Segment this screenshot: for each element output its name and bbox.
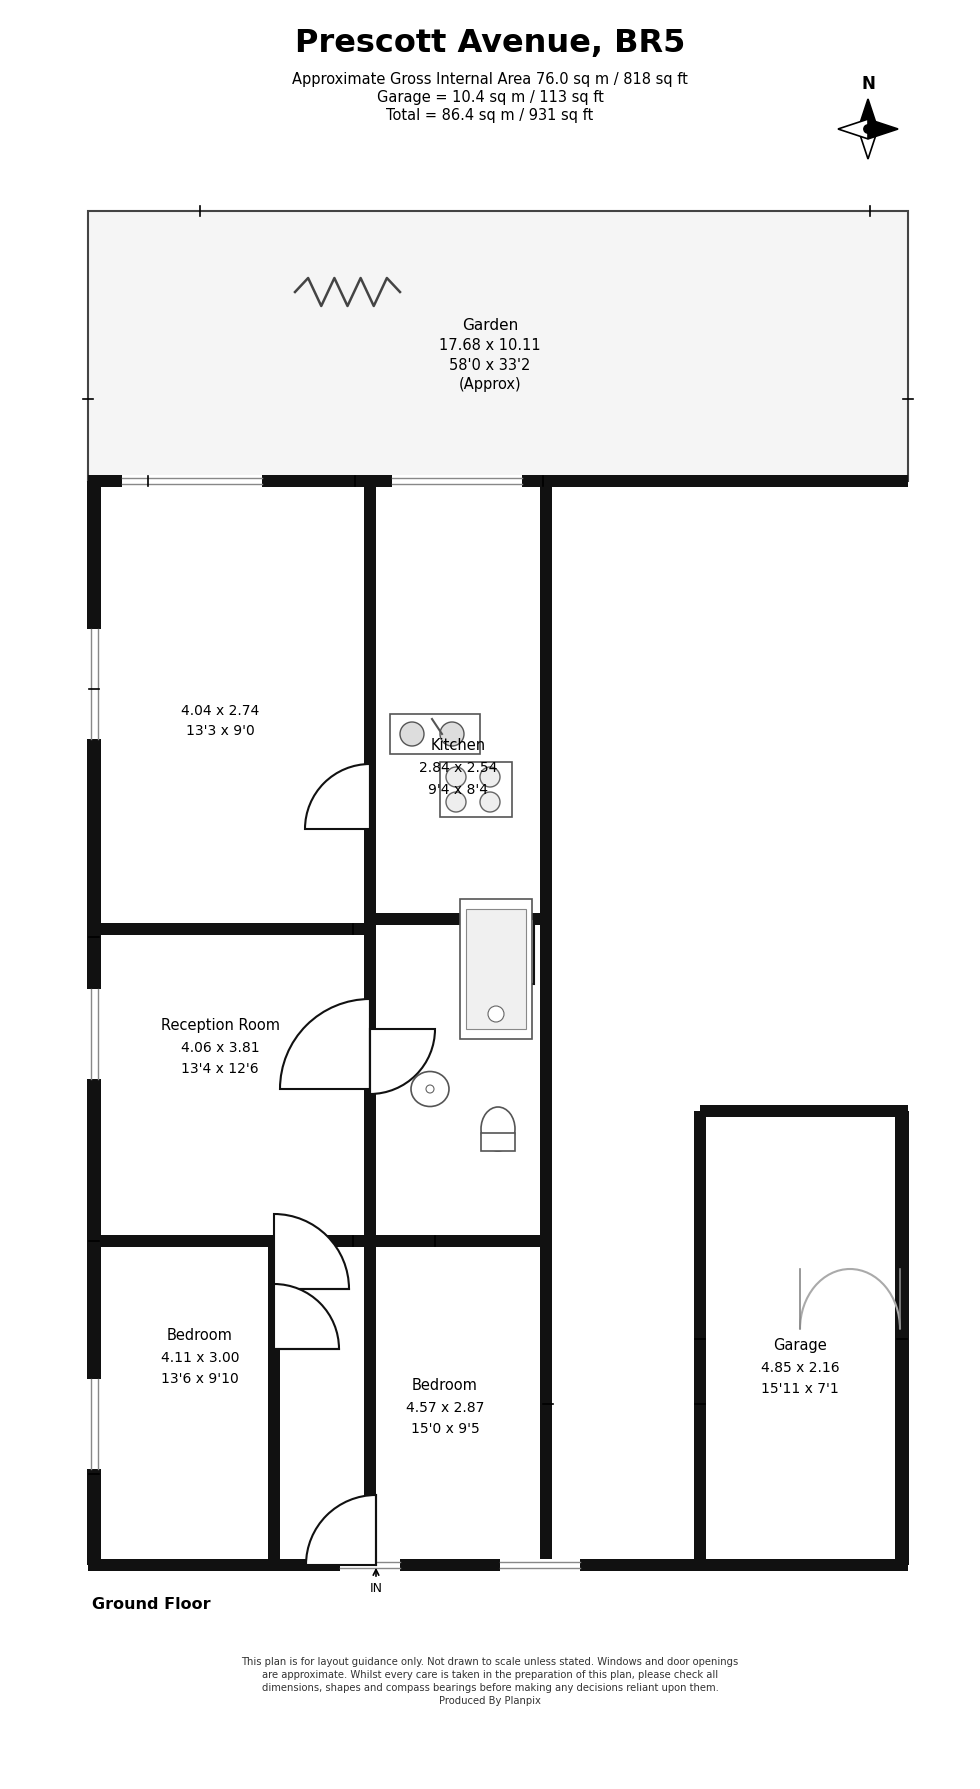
Text: 2.84 x 2.54: 2.84 x 2.54 <box>418 760 497 775</box>
Text: 4.11 x 3.00: 4.11 x 3.00 <box>161 1351 239 1365</box>
Bar <box>370 914 548 925</box>
Text: IN: IN <box>369 1581 382 1594</box>
Text: Ground Floor: Ground Floor <box>92 1596 211 1612</box>
Bar <box>87 989 101 1079</box>
Ellipse shape <box>481 1107 515 1152</box>
Circle shape <box>426 1086 434 1093</box>
Circle shape <box>480 767 500 787</box>
Text: Bedroom: Bedroom <box>412 1378 478 1392</box>
Text: 15'0 x 9'5: 15'0 x 9'5 <box>411 1420 479 1435</box>
Bar <box>380 914 532 1240</box>
Polygon shape <box>858 100 878 131</box>
Bar <box>87 481 101 1565</box>
Bar <box>274 1236 548 1247</box>
Text: 58'0 x 33'2: 58'0 x 33'2 <box>449 358 531 372</box>
Bar <box>274 1254 690 1560</box>
Text: Reception Room: Reception Room <box>161 1018 279 1032</box>
Bar <box>364 1242 376 1565</box>
Text: Total = 86.4 sq m / 931 sq ft: Total = 86.4 sq m / 931 sq ft <box>386 107 594 123</box>
Bar <box>466 909 526 1029</box>
Text: 17.68 x 10.11: 17.68 x 10.11 <box>439 338 541 352</box>
Wedge shape <box>305 764 370 830</box>
Polygon shape <box>838 120 868 140</box>
Bar <box>87 630 101 739</box>
Bar <box>122 476 262 488</box>
Wedge shape <box>274 1285 339 1349</box>
Circle shape <box>440 723 464 746</box>
Wedge shape <box>370 1029 435 1095</box>
Bar <box>88 211 908 481</box>
Bar <box>100 510 356 930</box>
Bar <box>481 1134 515 1152</box>
Text: 13'4 x 12'6: 13'4 x 12'6 <box>181 1061 259 1075</box>
Bar <box>392 476 522 488</box>
Text: 4.04 x 2.74: 4.04 x 2.74 <box>181 703 259 717</box>
Bar <box>370 1236 548 1247</box>
Bar <box>364 930 376 1242</box>
Bar <box>380 730 532 909</box>
Bar <box>100 1259 362 1560</box>
Bar <box>540 481 552 920</box>
Polygon shape <box>868 120 898 140</box>
Circle shape <box>863 125 872 134</box>
Bar <box>700 1106 908 1118</box>
Bar <box>708 1115 892 1560</box>
Text: Garage = 10.4 sq m / 113 sq ft: Garage = 10.4 sq m / 113 sq ft <box>376 89 604 106</box>
Text: (Approx): (Approx) <box>459 377 521 392</box>
Text: 4.85 x 2.16: 4.85 x 2.16 <box>760 1360 839 1374</box>
Bar <box>88 476 370 488</box>
Circle shape <box>400 723 424 746</box>
Bar <box>94 1236 370 1247</box>
Wedge shape <box>274 1215 349 1290</box>
Text: 13'3 x 9'0: 13'3 x 9'0 <box>185 723 255 737</box>
Circle shape <box>488 1007 504 1023</box>
Bar <box>500 1560 580 1571</box>
Bar <box>540 481 552 920</box>
Text: 9'4 x 8'4: 9'4 x 8'4 <box>428 782 488 796</box>
Bar <box>540 920 552 1565</box>
Bar <box>94 923 370 936</box>
Text: Garden: Garden <box>462 317 518 333</box>
Text: are approximate. Whilst every care is taken in the preparation of this plan, ple: are approximate. Whilst every care is ta… <box>262 1669 718 1680</box>
Text: N: N <box>861 75 875 93</box>
Bar <box>340 1560 400 1571</box>
Text: Prescott Avenue, BR5: Prescott Avenue, BR5 <box>295 29 685 59</box>
Text: Bedroom: Bedroom <box>167 1327 233 1342</box>
Bar <box>694 1111 706 1565</box>
Wedge shape <box>306 1496 376 1565</box>
Bar <box>694 1111 706 1565</box>
Text: dimensions, shapes and compass bearings before making any decisions reliant upon: dimensions, shapes and compass bearings … <box>262 1682 718 1692</box>
Bar <box>390 714 480 755</box>
Bar <box>895 1111 909 1565</box>
Text: 4.57 x 2.87: 4.57 x 2.87 <box>406 1401 484 1415</box>
Text: Approximate Gross Internal Area 76.0 sq m / 818 sq ft: Approximate Gross Internal Area 76.0 sq … <box>292 72 688 88</box>
Bar <box>370 476 908 488</box>
Text: Produced By Planpix: Produced By Planpix <box>439 1694 541 1705</box>
Bar <box>88 1560 700 1571</box>
Bar <box>87 1379 101 1469</box>
Text: 13'6 x 9'10: 13'6 x 9'10 <box>161 1370 239 1385</box>
Circle shape <box>446 767 466 787</box>
Bar <box>440 762 512 818</box>
Wedge shape <box>280 1000 370 1090</box>
Text: 15'11 x 7'1: 15'11 x 7'1 <box>761 1381 839 1395</box>
Text: This plan is for layout guidance only. Not drawn to scale unless stated. Windows: This plan is for layout guidance only. N… <box>241 1657 739 1666</box>
Circle shape <box>446 793 466 812</box>
Bar <box>364 481 376 930</box>
Text: Garage: Garage <box>773 1336 827 1352</box>
Wedge shape <box>469 920 534 984</box>
Circle shape <box>480 793 500 812</box>
Bar <box>268 1242 280 1565</box>
Text: Kitchen: Kitchen <box>430 737 485 753</box>
Polygon shape <box>858 131 878 159</box>
Bar <box>100 939 362 1240</box>
Bar <box>460 900 532 1039</box>
Text: 4.06 x 3.81: 4.06 x 3.81 <box>180 1041 260 1054</box>
Bar <box>700 1560 908 1571</box>
